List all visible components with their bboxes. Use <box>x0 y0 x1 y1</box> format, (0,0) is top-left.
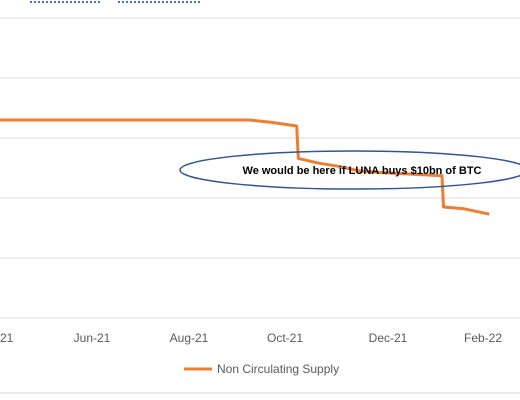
legend: Non Circulating Supply <box>184 362 339 376</box>
x-tick-label: 21 <box>0 331 14 345</box>
annotation-ellipse <box>179 150 520 190</box>
x-tick-label: Dec-21 <box>369 331 408 345</box>
x-tick-label: Feb-22 <box>464 331 502 345</box>
legend-label: Non Circulating Supply <box>217 362 339 376</box>
x-tick-label: Jun-21 <box>74 331 111 345</box>
annotation: We would be here if LUNA buys $10bn of B… <box>179 150 520 190</box>
x-tick-labels: 21 Jun-21 Aug-21 Oct-21 Dec-21 Feb-22 <box>0 331 502 345</box>
gridlines <box>0 17 520 259</box>
x-tick-label: Oct-21 <box>267 331 303 345</box>
annotation-text: We would be here if LUNA buys $10bn of B… <box>243 165 482 177</box>
series-line-non-circulating-supply <box>0 118 490 216</box>
x-tick-label: Aug-21 <box>170 331 209 345</box>
